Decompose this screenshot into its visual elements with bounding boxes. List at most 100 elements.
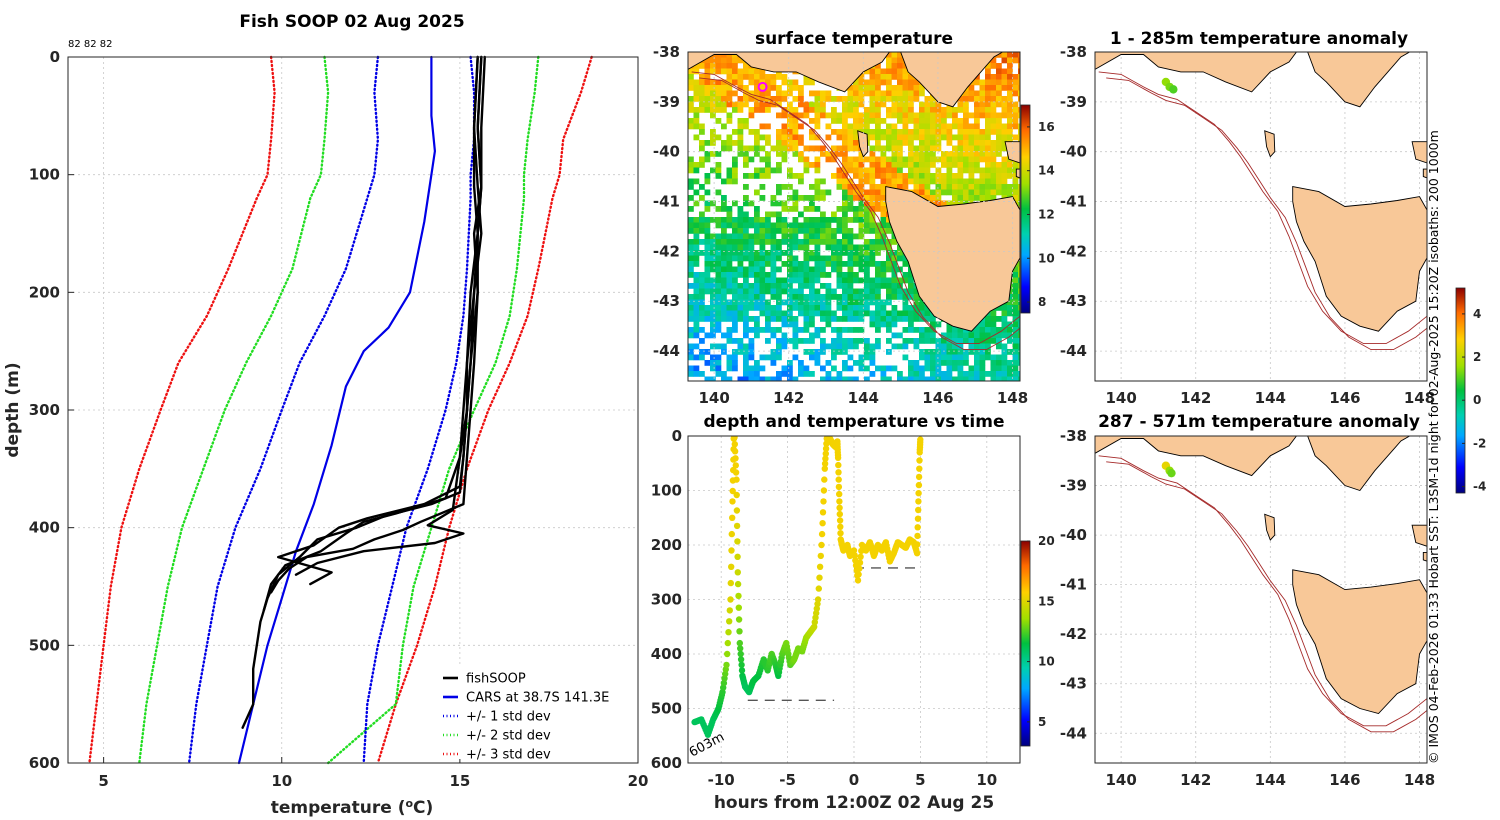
profile-ytick-label: 0 xyxy=(50,48,60,66)
sst-cell xyxy=(902,277,909,284)
sst-cell xyxy=(990,79,997,86)
sst-cell xyxy=(864,376,870,381)
sst-cell xyxy=(1001,145,1008,152)
sst-cell xyxy=(963,360,969,366)
sst-cell xyxy=(864,261,870,267)
sst-cell xyxy=(798,338,804,344)
sst-cell xyxy=(693,310,700,317)
sst-cell xyxy=(710,316,716,322)
sst-cell xyxy=(858,211,865,218)
sst-cell xyxy=(847,162,854,168)
sst-cell xyxy=(781,140,788,146)
sst-cell xyxy=(897,52,903,58)
track-point xyxy=(820,487,828,494)
sst-cell xyxy=(946,123,953,130)
fishsoop-cast-5 xyxy=(294,55,479,576)
sst-cell xyxy=(820,349,826,355)
sst-cell xyxy=(886,255,892,262)
sst-cell xyxy=(891,250,898,256)
sst-cell xyxy=(759,244,766,251)
sst-cell xyxy=(754,365,760,372)
sst-cell xyxy=(787,250,793,256)
sst-cell xyxy=(996,134,1002,141)
sst-cell xyxy=(765,327,771,333)
sst-cell xyxy=(1012,316,1019,322)
sst-cell xyxy=(847,112,854,119)
sst-cell xyxy=(930,173,936,179)
sst-cell xyxy=(996,118,1002,124)
sst-cell xyxy=(836,184,843,190)
sst-cell xyxy=(776,85,782,91)
sst-ytick-label: -43 xyxy=(653,292,680,310)
sst-cell xyxy=(726,310,733,317)
sst-cell xyxy=(754,134,760,141)
sst-cell xyxy=(776,217,782,223)
sst-cell xyxy=(946,151,953,157)
sst-cell xyxy=(704,85,711,91)
sst-cell xyxy=(688,107,694,113)
sst-cell xyxy=(787,360,793,366)
sst-cell xyxy=(754,107,760,113)
sst-cell xyxy=(886,156,892,163)
sst-cell xyxy=(963,112,969,119)
sst-cell xyxy=(979,112,986,119)
sst-cell xyxy=(935,173,942,179)
sst-cell xyxy=(748,371,755,377)
sst-cell xyxy=(858,299,865,306)
sst-cell xyxy=(715,206,722,212)
sst-cell xyxy=(886,316,892,322)
sst-cell xyxy=(985,68,991,75)
sst-cell xyxy=(814,332,821,339)
sst-cell xyxy=(924,327,931,333)
sst-cell xyxy=(743,354,749,361)
sst-cell xyxy=(974,327,980,333)
sst-cell xyxy=(952,123,958,130)
sst-cell xyxy=(990,327,997,333)
sst-cell xyxy=(831,327,837,333)
sst-cell xyxy=(798,101,804,108)
sst-cell xyxy=(996,101,1002,108)
sst-cell xyxy=(897,85,903,91)
sst-cell xyxy=(913,85,920,91)
sst-cell xyxy=(721,343,727,350)
sst-cell xyxy=(814,145,821,152)
sst-cell xyxy=(809,255,815,262)
sst-cell xyxy=(831,173,837,179)
sst-cell xyxy=(721,217,727,223)
track-point xyxy=(735,604,742,611)
profile-corner-note: 82 82 82 xyxy=(68,39,113,50)
sst-cell xyxy=(930,321,936,328)
sst-cell xyxy=(770,327,777,333)
sst-cell xyxy=(704,233,711,240)
sst-cell xyxy=(968,134,975,141)
sst-cell xyxy=(875,222,881,229)
sst-cell xyxy=(875,173,881,179)
depth-time-title: depth and temperature vs time xyxy=(704,412,1005,432)
sst-cell xyxy=(792,123,799,130)
sst-cell xyxy=(820,338,826,344)
sst-cell xyxy=(880,376,887,381)
sst-cell xyxy=(765,283,771,289)
sst-cell xyxy=(869,354,876,361)
sst-cell xyxy=(792,332,799,339)
sst-cell xyxy=(886,321,892,328)
sst-cell xyxy=(776,151,782,157)
sst-cell xyxy=(880,173,887,179)
sst-cell xyxy=(858,151,865,157)
sst-cell xyxy=(737,140,744,146)
sst-cell xyxy=(853,206,859,212)
sst-cell xyxy=(710,261,716,267)
sst-cell xyxy=(990,195,997,201)
sst-cell xyxy=(1012,57,1019,64)
sst-cell xyxy=(974,365,980,372)
sst-cell xyxy=(710,250,716,256)
sst-cell xyxy=(748,266,755,273)
sst-cell xyxy=(781,206,788,212)
sst-cell xyxy=(902,90,909,97)
sst-cell xyxy=(853,145,859,152)
sst-cell xyxy=(952,112,958,119)
sst-cell xyxy=(897,129,903,135)
sst-cell xyxy=(1012,74,1019,80)
sst-cell xyxy=(836,343,843,350)
